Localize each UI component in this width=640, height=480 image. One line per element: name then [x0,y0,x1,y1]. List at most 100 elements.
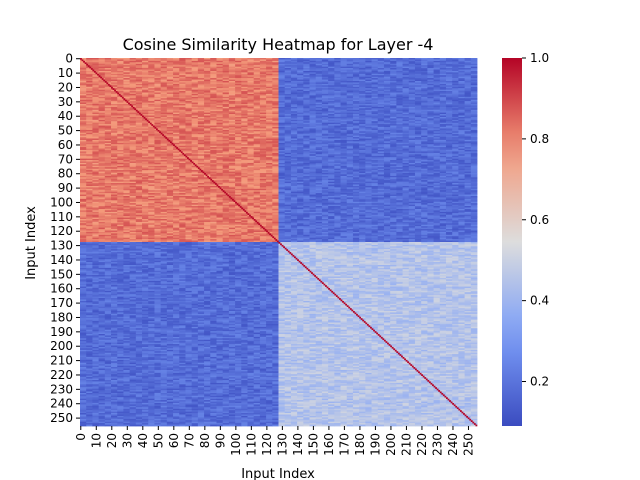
heatmap-cell [204,122,211,125]
heatmap-cell [142,65,149,68]
heatmap-cell [92,108,100,111]
heatmap-cell [185,89,193,92]
heatmap-cell [210,99,217,102]
heatmap-cell [259,111,267,114]
heatmap-cell [166,154,174,157]
heatmap-cell [160,138,168,141]
heatmap-cell [210,116,217,119]
heatmap-cell [117,142,124,145]
heatmap-cell [204,160,211,162]
heatmap-cell [228,139,236,142]
heatmap-cell [142,91,149,93]
heatmap-cell [92,111,100,114]
heatmap-cell [160,165,168,168]
heatmap-cell [222,155,230,158]
heatmap-cell [235,73,242,76]
heatmap-cell [228,160,236,162]
heatmap-cell [216,114,224,116]
heatmap-cell [80,193,87,195]
heatmap-cell [160,164,168,167]
heatmap-cell [80,161,87,164]
heatmap-cell [123,108,131,111]
heatmap-cell [241,150,248,152]
heatmap-cell [92,150,100,152]
heatmap-cell [247,93,255,96]
heatmap-cell [160,173,168,175]
heatmap-cell [111,115,118,118]
heatmap-cell [241,73,248,76]
heatmap-cell [142,101,149,103]
heatmap-cell [272,112,279,115]
heatmap-cell [228,185,236,188]
heatmap-cell [253,92,261,95]
heatmap-cell [191,154,199,157]
heatmap-cell [247,66,255,69]
heatmap-cell [228,91,236,93]
heatmap-cell [104,155,112,158]
heatmap-cell [86,82,93,85]
heatmap-cell [166,134,174,137]
heatmap-cell [222,66,230,69]
heatmap-cell [123,92,131,95]
heatmap-cell [160,147,168,149]
heatmap-cell [160,95,168,98]
heatmap-cell [148,79,155,82]
heatmap-cell [142,75,149,78]
heatmap-cell [204,96,211,99]
heatmap-cell [222,183,230,185]
heatmap-cell [235,99,242,102]
heatmap-cell [259,76,267,79]
heatmap-cell [272,157,279,160]
heatmap-cell [253,168,261,171]
heatmap-cell [179,78,186,80]
heatmap-cell [216,164,224,167]
heatmap-cell [253,105,261,108]
heatmap-cell [272,72,279,75]
heatmap-cell [241,112,248,115]
heatmap-cell [135,121,143,124]
heatmap-cell [179,69,186,72]
heatmap-cell [210,96,217,99]
heatmap-cell [86,91,93,93]
heatmap-cell [148,135,155,138]
heatmap-cell [117,129,124,132]
heatmap-cell [135,131,143,134]
heatmap-cell [129,190,137,193]
heatmap-cell [272,60,279,63]
heatmap-cell [166,164,174,167]
heatmap-cell [160,127,168,129]
heatmap-cell [259,160,267,162]
heatmap-cell [135,81,143,83]
heatmap-cell [117,158,124,161]
heatmap-cell [185,102,193,105]
heatmap-cell [272,69,279,72]
heatmap-cell [247,79,255,82]
heatmap-cell [191,121,199,124]
heatmap-cell [197,137,205,139]
heatmap-cell [104,187,112,190]
heatmap-cell [247,180,255,183]
heatmap-cell [111,122,118,125]
heatmap-cell [185,66,193,69]
heatmap-cell [259,177,267,180]
heatmap-cell [104,139,112,142]
heatmap-cell [235,119,242,122]
heatmap-cell [86,114,93,116]
heatmap-cell [179,183,186,185]
heatmap-cell [179,70,186,73]
heatmap-cell [259,124,267,126]
heatmap-cell [111,180,118,183]
heatmap-cell [179,129,186,132]
heatmap-cell [197,175,205,178]
heatmap-cell [123,180,131,183]
heatmap-cell [266,134,273,137]
heatmap-cell [123,95,131,98]
heatmap-cell [92,191,100,194]
heatmap-cell [272,68,279,70]
heatmap-cell [160,63,168,66]
heatmap-cell [92,181,100,184]
heatmap-cell [210,109,217,112]
heatmap-cell [204,148,211,151]
heatmap-cell [129,121,137,124]
heatmap-cell [148,160,155,162]
